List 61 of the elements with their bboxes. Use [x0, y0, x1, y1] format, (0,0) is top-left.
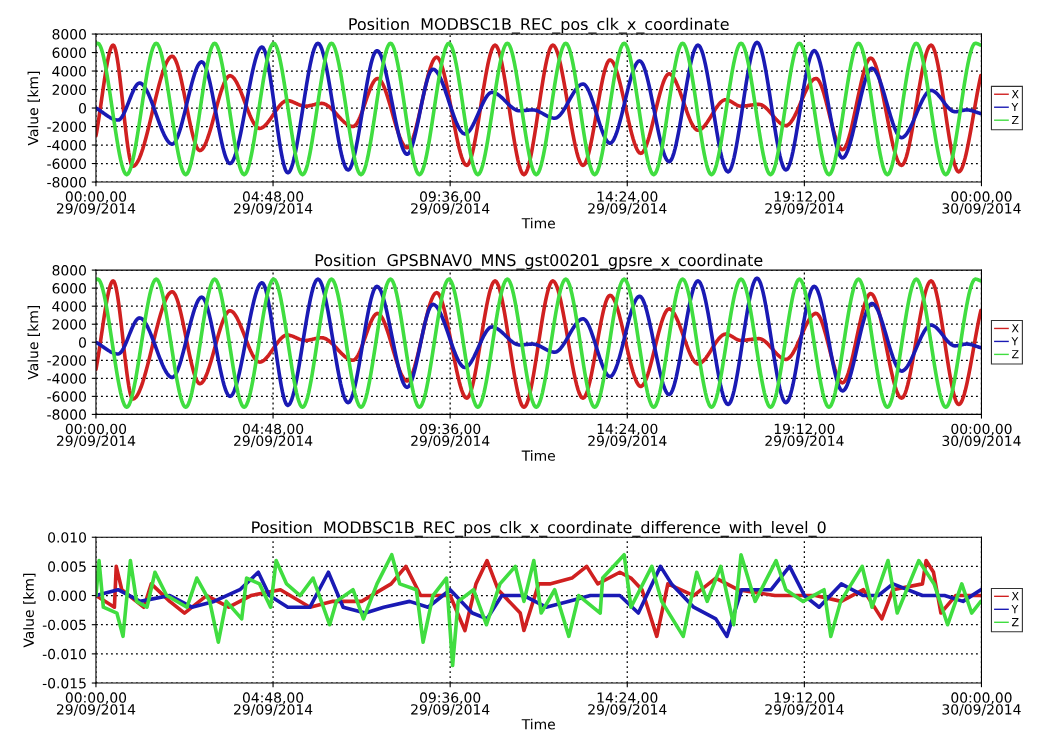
legend-label: Y	[1011, 605, 1019, 614]
y-tick-label: -2000	[47, 121, 87, 133]
y-tick-label: -2000	[47, 355, 87, 366]
x-tick-label: 00:00,00 30/09/2014	[942, 191, 1021, 215]
x-tick-label: 19:12,00 29/09/2014	[765, 423, 844, 448]
y-tick-label: -6000	[47, 158, 87, 170]
y-tick-label: -8000	[47, 409, 87, 420]
y-tick-label: 4000	[52, 301, 87, 312]
y-tick-label: 6000	[52, 47, 87, 59]
chart-title: Position GPSBNAV0_MNS_gst00201_gpsre_x_coordinate	[315, 253, 763, 270]
y-tick-label: 6000	[52, 283, 87, 294]
y-tick-label: -0.015	[42, 677, 86, 689]
y-axis-title: Value [km]	[23, 573, 36, 648]
y-axis-title: Value [km]	[27, 71, 40, 146]
x-tick-label: 04:48,00 29/09/2014	[234, 692, 313, 716]
x-tick-label: 09:36,00 29/09/2014	[411, 423, 490, 448]
x-axis-title: Time	[521, 217, 555, 229]
y-tick-label: 2000	[52, 84, 87, 96]
x-tick-label: 00:00,00 30/09/2014	[942, 423, 1021, 448]
x-tick-label: 00:00,00 29/09/2014	[56, 191, 136, 215]
y-tick-label: -6000	[47, 391, 87, 402]
legend-label: X	[1011, 90, 1019, 99]
x-tick-label: 04:48,00 29/09/2014	[234, 423, 313, 448]
x-tick-label: 14:24,00 29/09/2014	[588, 692, 667, 716]
y-tick-label: 0	[79, 103, 87, 114]
legend-label: Y	[1011, 337, 1019, 346]
legend-label: X	[1011, 592, 1019, 601]
x-tick-label: 14:24,00 29/09/2014	[588, 423, 667, 448]
y-tick-label: 4000	[52, 66, 87, 77]
y-tick-label: 2000	[52, 319, 87, 330]
legend-label: Z	[1011, 350, 1019, 359]
x-tick-label: 09:36,00 29/09/2014	[411, 191, 490, 215]
legend-label: Z	[1011, 115, 1019, 125]
chart-title: Position MODBSC1B_REC_pos_clk_x_coordinate_difference_with_level_0	[252, 520, 826, 537]
x-axis-title: Time	[521, 718, 555, 730]
y-tick-label: 8000	[52, 265, 87, 276]
y-tick-label: 0.000	[48, 590, 87, 602]
y-axis-title: Value [km]	[27, 305, 40, 380]
y-tick-label: 0.010	[48, 532, 87, 543]
legend-label: Y	[1011, 103, 1019, 112]
legend-label: X	[1011, 324, 1019, 333]
x-tick-label: 14:24,00 29/09/2014	[588, 191, 667, 215]
y-tick-label: 0	[79, 337, 87, 348]
x-tick-label: 00:00,00 30/09/2014	[942, 692, 1021, 716]
x-tick-label: 19:12,00 29/09/2014	[765, 191, 844, 215]
y-tick-label: -0.005	[42, 619, 86, 631]
x-tick-label: 00:00,00 29/09/2014	[56, 692, 136, 716]
x-tick-label: 00:00,00 29/09/2014	[56, 423, 136, 448]
y-tick-label: -4000	[47, 373, 87, 384]
x-tick-label: 19:12,00 29/09/2014	[765, 692, 844, 716]
x-tick-label: 09:36,00 29/09/2014	[411, 692, 490, 716]
y-tick-label: 8000	[52, 29, 87, 40]
x-axis-title: Time	[521, 450, 555, 461]
legend-label: Z	[1011, 618, 1019, 627]
y-tick-label: 0.005	[48, 561, 86, 572]
chart-title: Position MODBSC1B_REC_pos_clk_x_coordinate	[349, 17, 729, 34]
y-tick-label: -0.010	[42, 648, 87, 660]
y-tick-label: -4000	[47, 140, 87, 151]
y-tick-label: -8000	[47, 177, 87, 188]
x-tick-label: 04:48,00 29/09/2014	[234, 191, 313, 215]
line-series	[95, 552, 982, 668]
